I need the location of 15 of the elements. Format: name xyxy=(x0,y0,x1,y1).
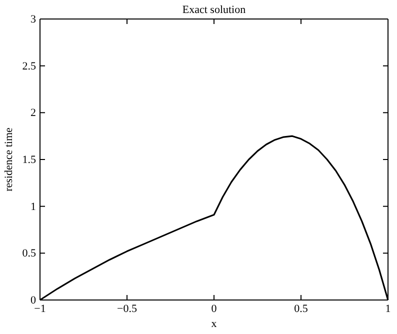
y-tick-label: 1 xyxy=(30,200,36,213)
y-tick-label: 1.5 xyxy=(22,154,36,166)
x-tick-label: 0.5 xyxy=(294,302,308,315)
y-tick-label: 0.5 xyxy=(22,248,36,260)
x-tick-label: 0 xyxy=(211,302,218,315)
x-tick-label: 1 xyxy=(385,302,391,315)
x-tick-label: −0.5 xyxy=(117,302,138,315)
y-tick-label: 3 xyxy=(30,14,36,26)
x-axis-title: x xyxy=(211,318,218,330)
y-tick-label: 2.5 xyxy=(22,60,36,72)
chart-title: Exact solution xyxy=(182,4,246,16)
y-tick-label: 0 xyxy=(30,294,36,307)
y-tick-label: 2 xyxy=(30,107,36,120)
y-axis-title: residence time xyxy=(3,127,15,192)
x-tick-label: −1 xyxy=(34,302,46,315)
